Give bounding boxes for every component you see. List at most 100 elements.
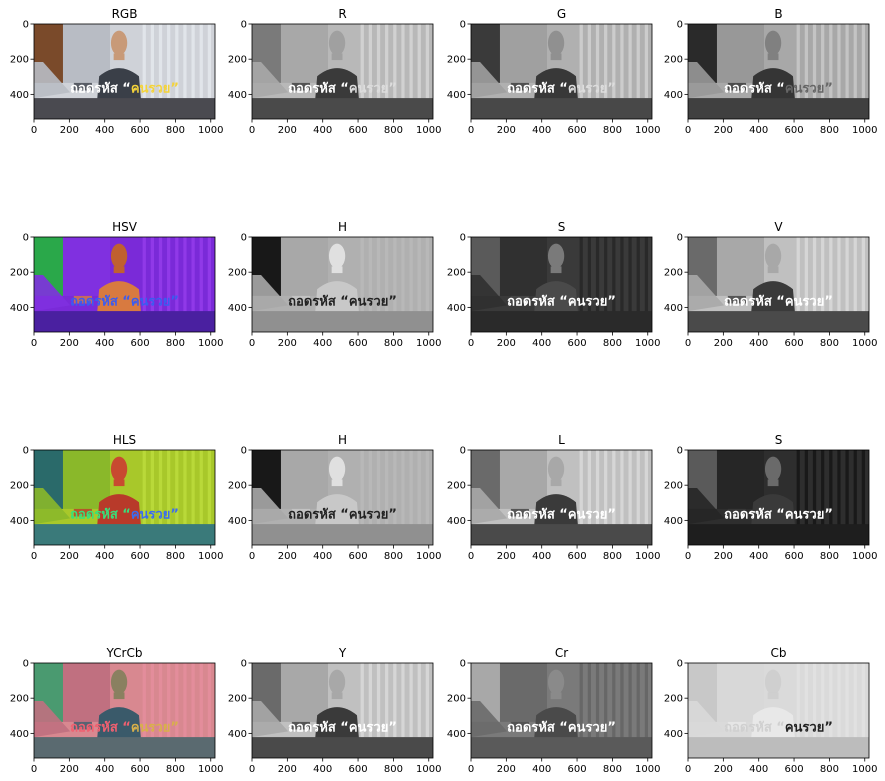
image-panel: ถอดรหัส “คนรวย” H 0 200 400 600 800 1000 0 200 400	[228, 220, 442, 349]
panel-title: G	[557, 7, 566, 21]
x-tick-label: 0	[685, 338, 691, 349]
caption-end: ”	[607, 720, 616, 735]
x-tick-label: 0	[249, 551, 255, 562]
y-tick-label: 0	[241, 659, 247, 670]
image-content: ถอดรหัส “คนรวย”	[252, 24, 433, 119]
axes-frame	[470, 449, 653, 546]
x-tick-label: 800	[166, 338, 185, 349]
x-tick-label: 800	[603, 338, 622, 349]
y-tick-label: 400	[10, 729, 29, 740]
panel-title: HLS	[113, 433, 136, 447]
caption-highlight: คนรวย	[131, 81, 170, 96]
x-tick-label: 200	[60, 338, 79, 349]
image-content: ถอดรหัส “คนรวย”	[34, 663, 215, 758]
axes-frame	[470, 23, 653, 120]
caption-text: ถอดรหัส “คนรวย”	[507, 294, 616, 309]
caption-highlight: คนรวย	[785, 81, 824, 96]
y-tick-label: 400	[447, 516, 466, 527]
y-tick-label: 200	[10, 268, 29, 279]
axes-frame	[687, 236, 870, 333]
panel-title: Cb	[771, 646, 787, 660]
y-tick-label: 400	[447, 303, 466, 314]
panel-title: H	[338, 220, 347, 234]
image-panel: ถอดรหัส “คนรวย” Cr 0 200 400 600 800 1000 0 200 40…	[447, 646, 661, 775]
x-tick-label: 1000	[198, 551, 223, 562]
y-tick-label: 400	[664, 90, 683, 101]
x-tick-label: 1000	[198, 338, 223, 349]
x-tick-label: 1000	[416, 764, 441, 775]
x-tick-label: 200	[278, 125, 297, 136]
y-tick-label: 200	[664, 55, 683, 66]
y-tick-label: 400	[228, 729, 247, 740]
caption-main: ถอดรหัส “	[724, 294, 785, 309]
caption-main: ถอดรหัส “	[288, 294, 349, 309]
x-tick-label: 800	[384, 125, 403, 136]
x-tick-label: 600	[785, 125, 804, 136]
x-tick-label: 200	[497, 764, 516, 775]
y-tick-label: 200	[664, 481, 683, 492]
caption-end: ”	[824, 720, 833, 735]
image-panel: ถอดรหัส “คนรวย” V 0 200 400 600 800 1000 0 200 400	[664, 220, 878, 349]
panel-title: R	[338, 7, 346, 21]
caption-text: ถอดรหัส “คนรวย”	[507, 81, 616, 96]
image-content: ถอดรหัส “คนรวย”	[471, 24, 652, 119]
caption-text: ถอดรหัส “คนรวย”	[507, 507, 616, 522]
caption-text: ถอดรหัส “คนรวย”	[70, 294, 179, 309]
image-panel: ถอดรหัส “คนรวย” G 0 200 400 600 800 1000 0 200 400	[447, 7, 661, 136]
image-content: ถอดรหัส “คนรวย”	[688, 663, 869, 758]
y-tick-label: 400	[10, 90, 29, 101]
x-tick-label: 800	[384, 338, 403, 349]
x-tick-label: 200	[497, 338, 516, 349]
x-tick-label: 1000	[198, 764, 223, 775]
x-tick-label: 1000	[416, 338, 441, 349]
caption-end: ”	[607, 81, 616, 96]
x-tick-label: 400	[95, 125, 114, 136]
x-tick-label: 600	[131, 338, 150, 349]
image-panel: ถอดรหัส “คนรวย” Cb 0 200 400 600 800 1000 0 200 40…	[664, 646, 878, 775]
x-tick-label: 1000	[198, 125, 223, 136]
x-tick-label: 400	[749, 551, 768, 562]
y-tick-label: 400	[228, 516, 247, 527]
y-tick-label: 200	[10, 55, 29, 66]
y-tick-label: 200	[228, 694, 247, 705]
caption-end: ”	[824, 81, 833, 96]
y-tick-label: 0	[460, 20, 466, 31]
x-tick-label: 600	[349, 764, 368, 775]
y-tick-label: 200	[447, 481, 466, 492]
x-tick-label: 800	[384, 551, 403, 562]
caption-main: ถอดรหัส “	[288, 81, 349, 96]
x-tick-label: 0	[31, 551, 37, 562]
image-content: ถอดรหัส “คนรวย”	[252, 237, 433, 332]
image-panel: ถอดรหัส “คนรวย” H 0 200 400 600 800 1000 0 200 400	[228, 433, 442, 562]
x-tick-label: 1000	[852, 551, 877, 562]
image-panel: ถอดรหัส “คนรวย” S 0 200 400 600 800 1000 0 200 400	[664, 433, 878, 562]
y-tick-label: 0	[460, 446, 466, 457]
caption-text: ถอดรหัส “คนรวย”	[724, 81, 833, 96]
image-content: ถอดรหัส “คนรวย”	[471, 663, 652, 758]
y-tick-label: 400	[228, 90, 247, 101]
x-tick-label: 200	[278, 338, 297, 349]
caption-main: ถอดรหัส “	[507, 294, 568, 309]
x-tick-label: 400	[95, 338, 114, 349]
x-tick-label: 600	[568, 338, 587, 349]
caption-text: ถอดรหัส “คนรวย”	[724, 720, 833, 735]
caption-text: ถอดรหัส “คนรวย”	[724, 507, 833, 522]
x-tick-label: 800	[820, 551, 839, 562]
axes-frame	[470, 236, 653, 333]
caption-main: ถอดรหัส “	[507, 81, 568, 96]
axes-frame	[33, 23, 216, 120]
caption-end: ”	[388, 81, 397, 96]
y-tick-label: 0	[677, 20, 683, 31]
x-tick-label: 600	[785, 338, 804, 349]
y-tick-label: 400	[664, 729, 683, 740]
y-tick-label: 0	[23, 446, 29, 457]
caption-end: ”	[170, 81, 179, 96]
x-tick-label: 400	[95, 551, 114, 562]
y-tick-label: 0	[677, 446, 683, 457]
panel-title: S	[558, 220, 566, 234]
x-tick-label: 200	[60, 764, 79, 775]
image-panel: ถอดรหัส “คนรวย” YCrCb 0 200 400 600 800 1000 0 20…	[10, 646, 224, 775]
caption-main: ถอดรหัส “	[70, 81, 131, 96]
panel-title: YCrCb	[106, 646, 143, 660]
